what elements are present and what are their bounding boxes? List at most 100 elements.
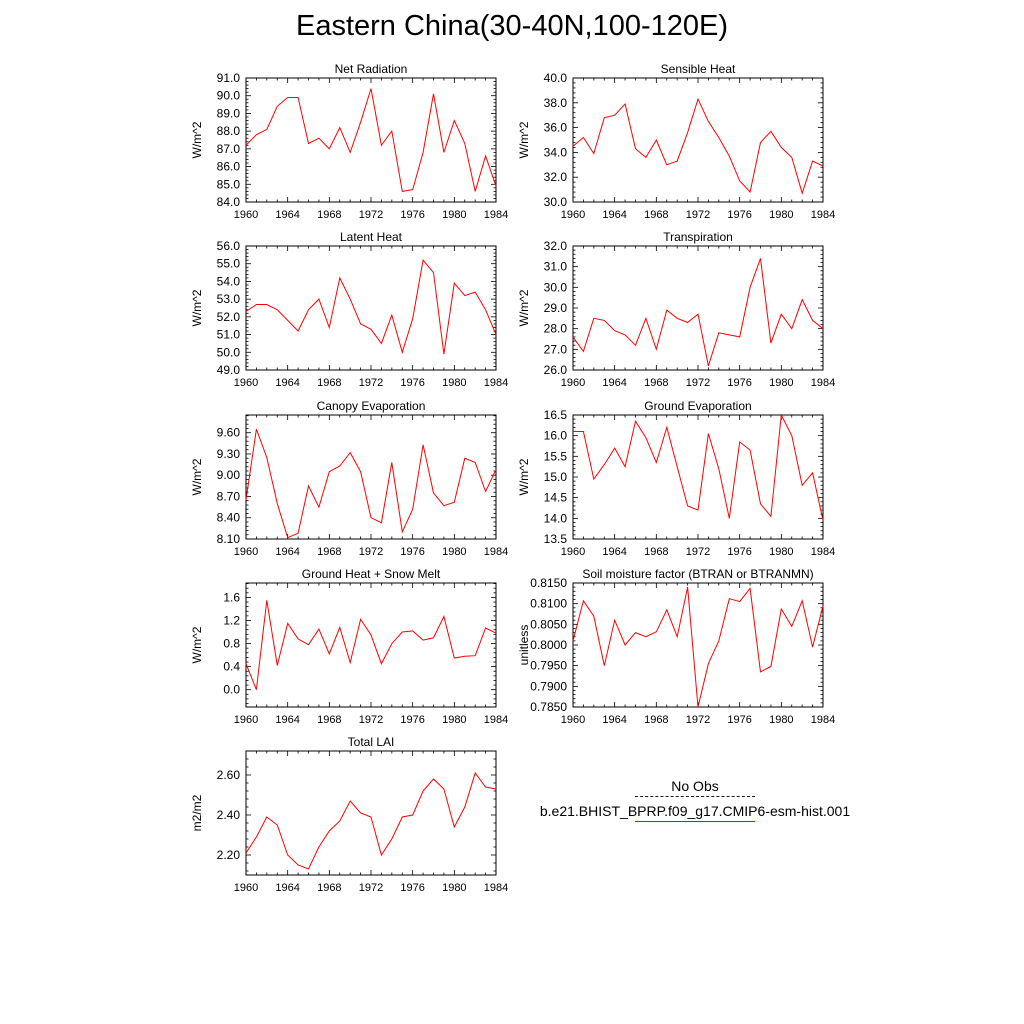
series-line: [572, 586, 824, 708]
panel-title: Ground Evaporation: [644, 399, 751, 413]
x-tick-label: 1972: [359, 714, 383, 726]
panel-9: Total LAI m2/m2 1960 1964 1968 1972 1976 1980 19…: [190, 735, 508, 894]
panel-8: Soil moisture factor (BTRAN or BTRANMN) u…: [517, 567, 835, 726]
y-tick-label: 38.0: [544, 96, 568, 110]
x-tick-label: 1976: [400, 377, 424, 389]
series-line: [572, 258, 824, 367]
x-tick-label: 1972: [686, 209, 710, 221]
x-tick-label: 1980: [442, 377, 466, 389]
panel-title: Total LAI: [348, 735, 395, 749]
y-axis-label: W/m^2: [190, 289, 204, 326]
legend-model-solid-line: [635, 821, 755, 822]
legend-obs-dashed-line: [635, 796, 755, 797]
y-axis-label: unitless: [517, 625, 531, 666]
panel-3: Latent Heat W/m^2 1960 1964 1968 1972 1976 1980…: [190, 230, 508, 389]
y-tick-label: 0.8: [223, 637, 240, 651]
page-title: Eastern China(30-40N,100-120E): [295, 10, 729, 42]
x-tick-label: 1984: [484, 209, 508, 221]
x-tick-label: 1976: [400, 546, 424, 558]
y-tick-label: 54.0: [217, 274, 241, 288]
y-tick-label: 52.0: [217, 310, 241, 324]
panel-1: Net Radiation W/m^2 1960 1964 1968 1972 1976 19…: [190, 62, 508, 221]
x-tick-label: 1984: [811, 209, 835, 221]
x-tick-label: 1964: [275, 714, 299, 726]
x-tick-label: 1960: [234, 377, 258, 389]
x-tick-label: 1964: [275, 882, 299, 894]
x-tick-label: 1976: [400, 714, 424, 726]
y-tick-label: 0.4: [223, 660, 240, 674]
series-line: [245, 259, 497, 355]
x-tick-label: 1968: [644, 209, 668, 221]
y-tick-label: 26.0: [544, 363, 568, 377]
y-tick-label: 0.7850: [530, 700, 567, 714]
x-tick-label: 1980: [769, 377, 793, 389]
y-tick-label: 89.0: [217, 106, 241, 120]
x-tick-label: 1964: [275, 209, 299, 221]
y-tick-label: 85.0: [217, 177, 241, 191]
series-line: [573, 413, 824, 521]
y-tick-label: 1.2: [223, 613, 240, 627]
y-tick-label: 49.0: [217, 363, 241, 377]
x-tick-label: 1968: [644, 377, 668, 389]
series-line: [245, 771, 497, 870]
x-tick-label: 1968: [317, 882, 341, 894]
y-tick-label: 0.7900: [530, 679, 567, 693]
x-tick-label: 1980: [769, 546, 793, 558]
y-tick-label: 0.8000: [530, 638, 567, 652]
x-tick-label: 1964: [602, 714, 626, 726]
y-tick-label: 32.0: [544, 239, 568, 253]
y-tick-label: 31.0: [544, 260, 568, 274]
panel-frame: [572, 245, 824, 371]
y-tick-label: 0.8150: [530, 576, 567, 590]
y-tick-label: 56.0: [217, 239, 241, 253]
y-tick-label: 30.0: [544, 280, 568, 294]
x-tick-label: 1960: [234, 546, 258, 558]
legend-obs-label: No Obs: [671, 778, 719, 794]
y-axis-label: W/m^2: [190, 458, 204, 495]
x-tick-label: 1984: [484, 546, 508, 558]
panel-frame: [572, 582, 824, 708]
x-tick-label: 1960: [234, 714, 258, 726]
y-tick-label: 51.0: [217, 328, 241, 342]
y-tick-label: 55.0: [217, 257, 241, 271]
panel-frame: [245, 77, 497, 203]
y-tick-label: 34.0: [544, 145, 568, 159]
x-tick-label: 1972: [359, 209, 383, 221]
legend: No Obs b.e21.BHIST_BPRP.f09_g17.CMIP6-es…: [530, 778, 860, 828]
panel-title: Net Radiation: [335, 62, 408, 76]
y-tick-label: 27.0: [544, 342, 568, 356]
y-tick-label: 9.30: [217, 447, 241, 461]
panel-frame: [572, 414, 824, 540]
series-line: [245, 600, 497, 690]
y-tick-label: 50.0: [217, 345, 241, 359]
y-tick-label: 16.0: [544, 429, 568, 443]
x-tick-label: 1964: [602, 377, 626, 389]
x-tick-label: 1984: [811, 714, 835, 726]
x-tick-label: 1968: [317, 714, 341, 726]
y-axis-label: W/m^2: [190, 121, 204, 158]
y-tick-label: 14.5: [544, 491, 568, 505]
x-tick-label: 1968: [317, 377, 341, 389]
y-axis-label: W/m^2: [517, 121, 531, 158]
y-tick-label: 40.0: [544, 71, 568, 85]
panel-frame: [572, 77, 824, 203]
x-tick-label: 1976: [400, 209, 424, 221]
panel-title: Ground Heat + Snow Melt: [302, 567, 441, 581]
y-axis-label: W/m^2: [517, 458, 531, 495]
x-tick-label: 1972: [359, 546, 383, 558]
x-tick-label: 1960: [561, 209, 585, 221]
y-tick-label: 0.0: [223, 683, 240, 697]
x-tick-label: 1960: [234, 882, 258, 894]
y-tick-label: 84.0: [217, 195, 241, 209]
x-tick-label: 1968: [644, 714, 668, 726]
y-tick-label: 87.0: [217, 142, 241, 156]
x-tick-label: 1984: [484, 714, 508, 726]
panel-title: Transpiration: [663, 230, 733, 244]
y-tick-label: 0.7950: [530, 659, 567, 673]
x-tick-label: 1972: [686, 377, 710, 389]
panel-frame: [245, 582, 497, 708]
x-tick-label: 1980: [769, 714, 793, 726]
panel-5: Canopy Evaporation W/m^2 1960 1964 1968 1972 1…: [190, 399, 508, 558]
x-tick-label: 1960: [561, 714, 585, 726]
y-tick-label: 28.0: [544, 322, 568, 336]
